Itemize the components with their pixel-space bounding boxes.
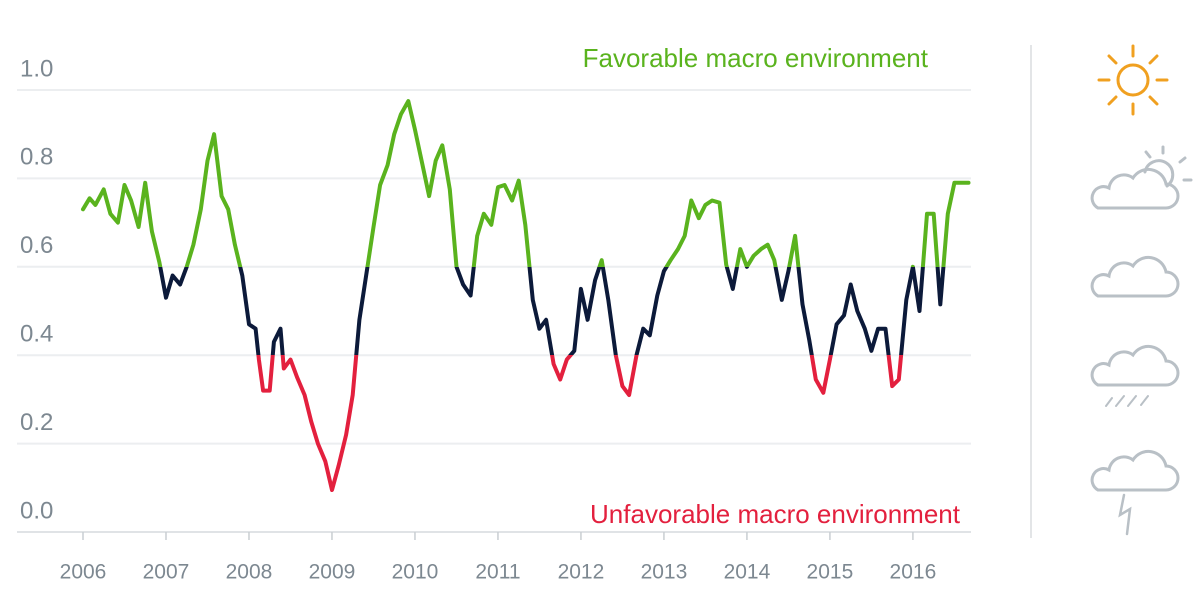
weather-icons [1090,44,1193,536]
rain-icon [1090,345,1180,407]
sun-icon [1097,44,1169,116]
x-tick-label: 2013 [641,561,688,584]
x-tick-label: 2008 [226,561,273,584]
x-tick-label: 2011 [475,561,520,584]
y-tick-label: 1.0 [20,55,53,82]
annotation: Unfavorable macro environment [590,499,961,529]
x-tick-label: 2014 [724,561,771,584]
x-tick-label: 2009 [309,561,356,584]
x-tick-label: 2012 [558,561,605,584]
storm-icon [1090,450,1180,536]
x-tick-label: 2010 [392,561,439,584]
y-tick-label: 0.2 [20,409,53,436]
annotation: Favorable macro environment [583,43,929,73]
x-tick-label: 2016 [890,561,937,584]
x-tick-label: 2015 [807,561,854,584]
x-tick-label: 2006 [60,561,107,584]
line [81,99,971,492]
y-tick-label: 0.0 [20,497,53,524]
cloud-icon [1090,256,1180,298]
y-tick-label: 0.8 [20,144,53,171]
x-tick-label: 2007 [143,561,190,584]
y-tick-label: 0.4 [20,321,53,348]
y-tick-label: 0.6 [20,232,53,259]
sun-cloud-icon [1090,145,1193,210]
